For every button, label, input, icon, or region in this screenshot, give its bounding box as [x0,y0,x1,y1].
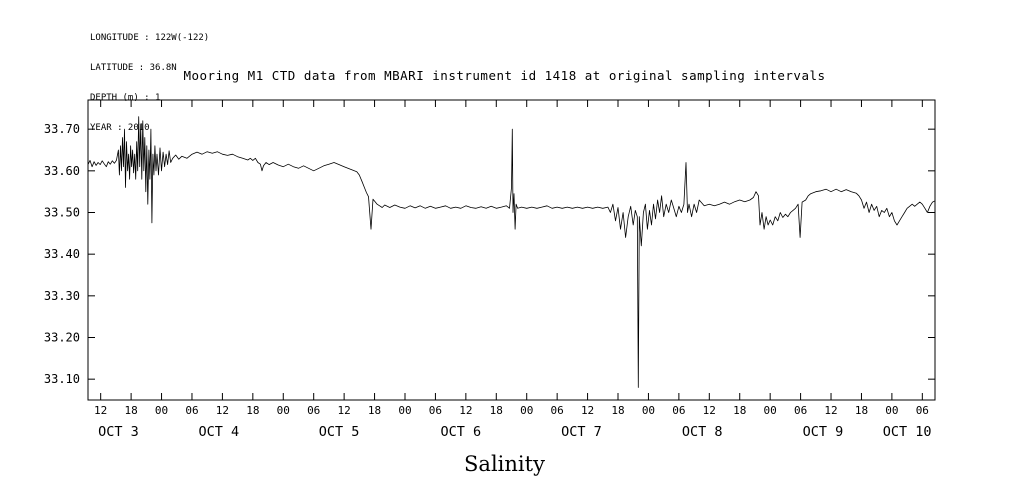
x-tick-label: 06 [551,404,564,417]
x-tick-label: 06 [794,404,807,417]
x-tick-label: 06 [307,404,320,417]
x-tick-label: 00 [885,404,898,417]
x-tick-label: 00 [277,404,290,417]
x-tick-label: 12 [94,404,107,417]
y-tick-label: 33.50 [44,206,80,220]
x-date-label: OCT 4 [199,424,240,440]
x-tick-label: 18 [246,404,259,417]
x-tick-label: 12 [581,404,594,417]
x-date-label: OCT 3 [98,424,139,440]
x-tick-label: 12 [459,404,472,417]
x-date-label: OCT 10 [883,424,932,440]
y-tick-label: 33.70 [44,122,80,136]
salinity-line [87,116,936,388]
x-date-label: OCT 5 [319,424,360,440]
plot-frame [87,99,936,401]
x-tick-label: 00 [155,404,168,417]
longitude-label: LONGITUDE : 122W(-122) [90,33,210,43]
x-tick-label: 00 [764,404,777,417]
y-tick-label: 33.10 [44,372,80,386]
x-tick-label: 06 [672,404,685,417]
x-tick-label: 18 [490,404,503,417]
x-date-label: OCT 6 [440,424,481,440]
x-tick-label: 00 [642,404,655,417]
y-tick-label: 33.40 [44,247,80,261]
y-tick-label: 33.30 [44,289,80,303]
x-tick-label: 00 [520,404,533,417]
x-tick-label: 12 [703,404,716,417]
x-tick-label: 12 [824,404,837,417]
x-tick-label: 18 [855,404,868,417]
x-tick-label: 18 [733,404,746,417]
latitude-label: LATITUDE : 36.8N [90,63,177,73]
x-tick-label: 06 [916,404,929,417]
y-tick-label: 33.20 [44,331,80,345]
x-date-label: OCT 8 [682,424,723,440]
chart-title: Mooring M1 CTD data from MBARI instrumen… [183,68,826,83]
x-tick-label: 00 [398,404,411,417]
y-tick-label: 33.60 [44,164,80,178]
x-tick-label: 06 [185,404,198,417]
x-tick-label: 12 [216,404,229,417]
x-tick-label: 18 [368,404,381,417]
x-date-label: OCT 7 [561,424,602,440]
x-tick-label: 12 [338,404,351,417]
x-tick-label: 18 [124,404,137,417]
x-tick-label: 06 [429,404,442,417]
depth-label: DEPTH (m) : 1 [90,93,161,103]
x-axis-title: Salinity [464,452,545,476]
x-tick-label: 18 [611,404,624,417]
x-date-label: OCT 9 [803,424,844,440]
